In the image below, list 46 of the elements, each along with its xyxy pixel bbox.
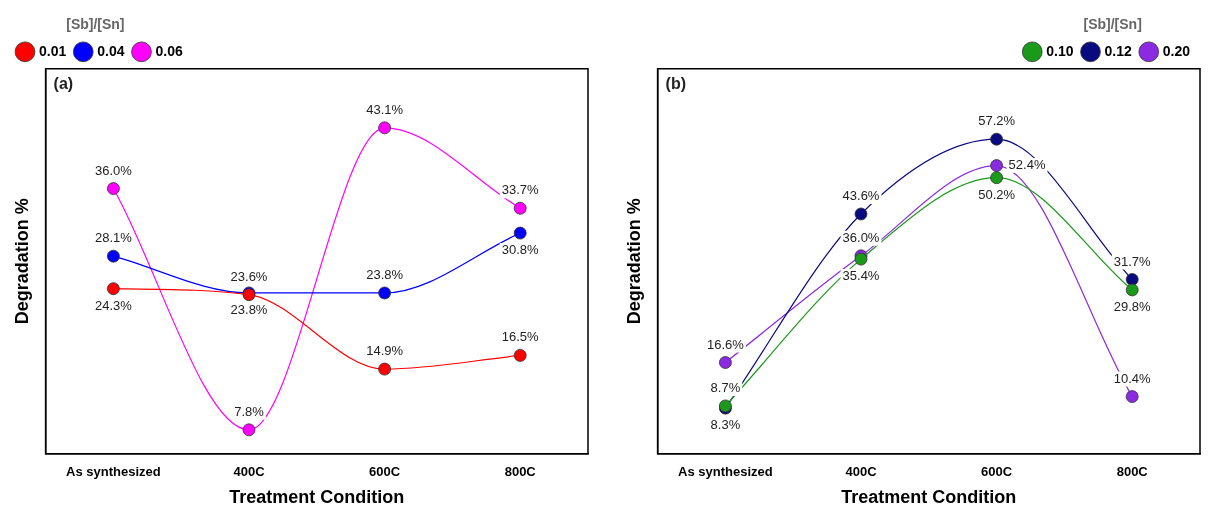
legend-title: [Sb]/[Sn]: [66, 15, 125, 32]
x-tick-label: As synthesized: [66, 464, 161, 480]
x-tick-label: 800C: [1116, 464, 1149, 480]
x-axis-title: Treatment Condition: [841, 487, 1017, 508]
legend-label: 0.01: [39, 42, 67, 59]
data-label: 52.4%: [1008, 157, 1046, 173]
text: (b): [665, 75, 687, 93]
x-tick-label: As synthesized: [678, 464, 773, 480]
x-tick-label: 800C: [504, 464, 537, 480]
data-label: 29.8%: [1113, 298, 1152, 314]
data-label: 36.0%: [94, 162, 133, 178]
data-label: 16.5%: [501, 329, 540, 345]
legend-title: [Sb]/[Sn]: [1083, 15, 1142, 32]
data-label: 7.8%: [234, 403, 265, 419]
data-label: 36.0%: [842, 229, 880, 245]
legend-label: 0.12: [1104, 42, 1132, 59]
y-axis-title: Degradation %: [11, 198, 32, 325]
data-label: 28.1%: [94, 230, 133, 246]
text: (a): [53, 75, 74, 93]
x-tick-label: 600C: [981, 464, 1013, 480]
y-axis-title: Degradation %: [623, 198, 644, 325]
legend-label: 0.06: [155, 42, 183, 59]
data-label: 35.4%: [842, 268, 880, 284]
data-label: 43.1%: [366, 101, 404, 117]
legend-label: 0.10: [1046, 42, 1074, 59]
data-label: 30.8%: [501, 242, 540, 258]
data-label: 43.6%: [842, 188, 880, 204]
data-label: 23.8%: [366, 267, 404, 283]
data-label: 24.3%: [94, 297, 133, 313]
data-label: 57.2%: [978, 113, 1016, 129]
data-label: 23.6%: [230, 268, 268, 284]
x-tick-label: 400C: [233, 464, 266, 480]
legend-label: 0.04: [97, 42, 125, 59]
x-axis-title: Treatment Condition: [229, 487, 405, 508]
data-label: 23.8%: [230, 302, 268, 318]
data-label: 31.7%: [1113, 253, 1152, 269]
data-label: 8.7%: [710, 380, 741, 396]
x-tick-label: 600C: [369, 464, 401, 480]
data-label: 33.7%: [501, 182, 540, 198]
legend-label: 0.20: [1162, 42, 1191, 59]
data-label: 50.2%: [978, 186, 1016, 202]
x-tick-label: 400C: [845, 464, 878, 480]
data-label: 8.3%: [710, 417, 741, 433]
data-label: 16.6%: [706, 336, 745, 352]
data-label: 10.4%: [1113, 370, 1152, 386]
data-label: 14.9%: [366, 343, 404, 359]
